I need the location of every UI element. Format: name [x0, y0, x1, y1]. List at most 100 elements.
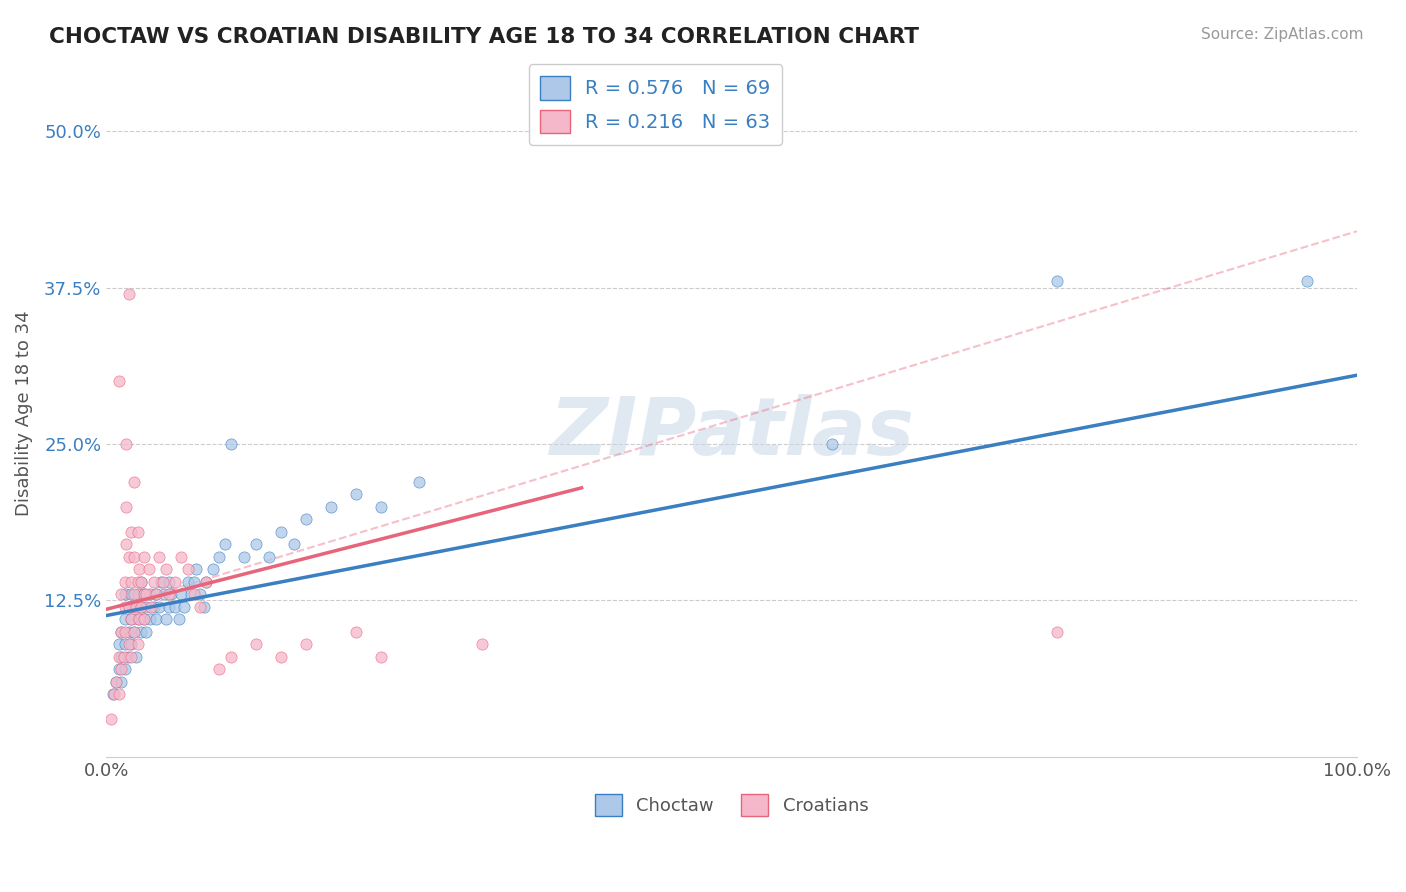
- Text: ZIPatlas: ZIPatlas: [550, 394, 914, 473]
- Point: [132, 549, 155, 564]
- Point: [118, 599, 141, 614]
- Point: [176, 562, 198, 576]
- Point: [232, 549, 254, 564]
- Point: [117, 649, 139, 664]
- Point: [110, 587, 132, 601]
- Point: [321, 500, 343, 514]
- Point: [183, 574, 205, 589]
- Point: [821, 437, 844, 451]
- Point: [157, 574, 180, 589]
- Point: [135, 587, 157, 601]
- Point: [128, 562, 150, 576]
- Point: [114, 587, 136, 601]
- Point: [131, 574, 153, 589]
- Point: [108, 687, 131, 701]
- Point: [153, 587, 176, 601]
- Point: [120, 612, 142, 626]
- Point: [114, 624, 136, 639]
- Point: [120, 524, 142, 539]
- Point: [148, 599, 170, 614]
- Point: [110, 624, 132, 639]
- Point: [183, 587, 205, 601]
- Point: [145, 587, 167, 601]
- Point: [125, 599, 148, 614]
- Point: [118, 637, 141, 651]
- Point: [132, 587, 155, 601]
- Point: [127, 612, 149, 626]
- Point: [1046, 274, 1069, 288]
- Point: [186, 562, 208, 576]
- Point: [270, 524, 292, 539]
- Point: [346, 624, 368, 639]
- Point: [114, 599, 136, 614]
- Point: [118, 286, 141, 301]
- Point: [245, 637, 267, 651]
- Point: [122, 599, 145, 614]
- Point: [127, 524, 149, 539]
- Point: [180, 587, 202, 601]
- Point: [157, 599, 180, 614]
- Point: [131, 599, 153, 614]
- Point: [167, 612, 190, 626]
- Point: [131, 624, 153, 639]
- Point: [370, 500, 392, 514]
- Point: [131, 574, 153, 589]
- Point: [135, 599, 157, 614]
- Point: [1296, 274, 1319, 288]
- Point: [160, 587, 183, 601]
- Point: [122, 475, 145, 489]
- Point: [201, 562, 224, 576]
- Point: [176, 574, 198, 589]
- Point: [141, 599, 163, 614]
- Point: [370, 649, 392, 664]
- Point: [1046, 624, 1069, 639]
- Point: [132, 612, 155, 626]
- Point: [120, 587, 142, 601]
- Point: [148, 549, 170, 564]
- Point: [139, 612, 162, 626]
- Point: [118, 599, 141, 614]
- Point: [208, 662, 231, 676]
- Point: [105, 674, 128, 689]
- Point: [112, 649, 135, 664]
- Point: [138, 562, 160, 576]
- Point: [170, 587, 193, 601]
- Point: [128, 612, 150, 626]
- Point: [122, 587, 145, 601]
- Text: CHOCTAW VS CROATIAN DISABILITY AGE 18 TO 34 CORRELATION CHART: CHOCTAW VS CROATIAN DISABILITY AGE 18 TO…: [49, 27, 920, 46]
- Point: [122, 624, 145, 639]
- Point: [108, 375, 131, 389]
- Point: [114, 637, 136, 651]
- Point: [122, 624, 145, 639]
- Point: [188, 587, 211, 601]
- Point: [155, 562, 177, 576]
- Point: [132, 612, 155, 626]
- Point: [165, 574, 187, 589]
- Point: [120, 574, 142, 589]
- Point: [173, 599, 195, 614]
- Point: [132, 587, 155, 601]
- Point: [127, 637, 149, 651]
- Point: [150, 574, 173, 589]
- Point: [100, 713, 122, 727]
- Text: Source: ZipAtlas.com: Source: ZipAtlas.com: [1201, 27, 1364, 42]
- Point: [145, 612, 167, 626]
- Point: [152, 574, 174, 589]
- Legend: Choctaw, Croatians: Choctaw, Croatians: [588, 787, 876, 823]
- Point: [115, 500, 138, 514]
- Point: [108, 637, 131, 651]
- Point: [155, 612, 177, 626]
- Point: [193, 599, 215, 614]
- Point: [221, 437, 243, 451]
- Point: [115, 537, 138, 551]
- Point: [110, 624, 132, 639]
- Point: [214, 537, 236, 551]
- Point: [170, 549, 193, 564]
- Point: [120, 637, 142, 651]
- Point: [221, 649, 243, 664]
- Point: [110, 649, 132, 664]
- Point: [257, 549, 280, 564]
- Point: [118, 624, 141, 639]
- Point: [145, 587, 167, 601]
- Point: [470, 637, 492, 651]
